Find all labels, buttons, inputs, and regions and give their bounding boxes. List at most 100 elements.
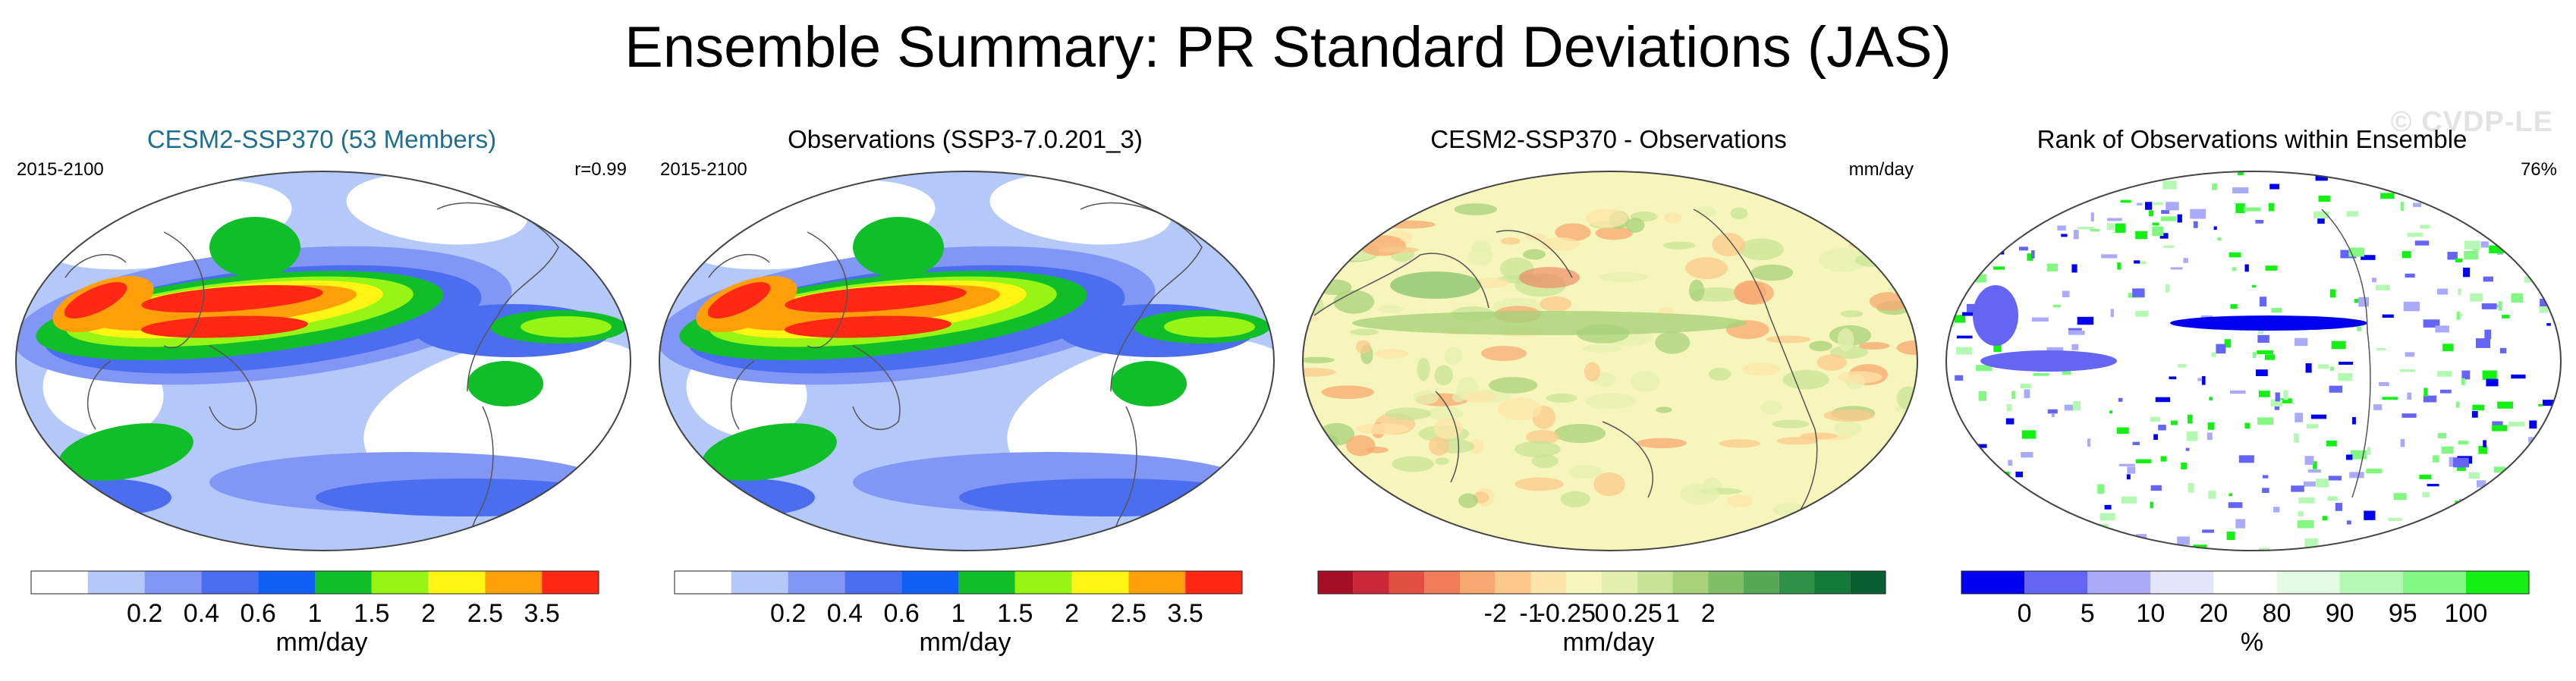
colorbar-segment <box>31 571 88 594</box>
colorbar-tick-label: 1.5 <box>354 599 390 628</box>
colorbar-segment <box>2213 571 2277 594</box>
panel-title: CESM2-SSP370 (53 Members) <box>146 125 497 153</box>
colorbar-segment <box>1850 571 1886 594</box>
colorbar-segment <box>87 571 145 594</box>
colorbar-segment <box>1530 571 1567 594</box>
colorbar-tick-label: 1 <box>1665 599 1680 628</box>
colorbar-segment <box>201 571 259 594</box>
colorbar-segment <box>2150 571 2214 594</box>
colorbar-segment <box>1014 571 1072 594</box>
figure-title: Ensemble Summary: PR Standard Deviations… <box>624 15 1952 80</box>
map-diff <box>1302 171 1918 551</box>
panel-title: CESM2-SSP370 - Observations <box>1430 125 1787 153</box>
colorbar-tick-label: 1.5 <box>997 599 1033 628</box>
colorbar-segment <box>2276 571 2340 594</box>
colorbar-tick-label: 0.2 <box>769 599 807 628</box>
map-panel-1: CESM2-SSP370 (53 Members) 2015-2100 r=0.99… <box>0 114 643 681</box>
colorbar-tick-label: 20 <box>2199 599 2228 628</box>
colorbar-tick-label: 0.6 <box>883 599 920 628</box>
colorbar-tick-label: 2 <box>421 599 436 628</box>
colorbar-tick-label: -1 <box>1519 599 1543 628</box>
panel-title: Rank of Observations within Ensemble <box>2037 125 2467 153</box>
watermark: © CVDP-LE <box>2390 106 2553 138</box>
colorbar-tick-label: 2 <box>1065 599 1080 628</box>
colorbar-segment <box>901 571 958 594</box>
colorbar-tick-label: 1 <box>307 599 322 628</box>
colorbar-segment <box>371 571 429 594</box>
colorbar-segment <box>1353 571 1389 594</box>
colorbar-segment <box>1672 571 1709 594</box>
colorbar-tick-label: 95 <box>2388 599 2417 628</box>
colorbar-segment <box>1185 571 1242 594</box>
colorbar-segment <box>1602 571 1637 594</box>
stat-label: r=0.99 <box>574 159 627 180</box>
colorbar-tick-label: 2 <box>1700 599 1716 628</box>
colorbar-segment <box>731 571 788 594</box>
colorbar-segment <box>1814 571 1851 594</box>
colorbar-units: mm/day <box>1562 628 1655 657</box>
colorbar-tick-label: -2 <box>1483 599 1507 628</box>
colorbar-segment <box>1744 571 1779 594</box>
colorbar-tick-label: 5 <box>2080 599 2095 628</box>
map-precip <box>659 171 1275 551</box>
colorbar-segment <box>845 571 902 594</box>
colorbar-segment <box>258 571 315 594</box>
colorbar-tick-label: 100 <box>2444 599 2488 628</box>
colorbar-segment <box>1128 571 1186 594</box>
colorbar <box>30 570 599 595</box>
period-label: 2015-2100 <box>660 159 747 180</box>
colorbar-tick-label: 2.5 <box>467 599 504 628</box>
colorbar-units: % <box>2240 628 2264 657</box>
colorbar-segment <box>2339 571 2403 594</box>
colorbar-tick-label: 0.25 <box>1612 599 1662 628</box>
map-rank <box>1945 171 2562 551</box>
colorbar-segment <box>1318 571 1354 594</box>
colorbar-segment <box>675 571 731 594</box>
stat-label: mm/day <box>1848 159 1914 180</box>
colorbar-segment <box>2024 571 2088 594</box>
colorbar-segment <box>1637 571 1673 594</box>
colorbar-segment <box>428 571 486 594</box>
colorbar-segment <box>1424 571 1460 594</box>
colorbar-tick-label: 3.5 <box>1167 599 1203 628</box>
colorbar-tick-label: 0 <box>2017 599 2032 628</box>
colorbar-segment <box>1566 571 1602 594</box>
colorbar-tick-label: 0.4 <box>826 599 863 628</box>
colorbar-segment <box>958 571 1015 594</box>
stat-label: 76% <box>2520 159 2557 180</box>
map-panel-3: CESM2-SSP370 - Observations mm/day -2 -1 -0.… <box>1287 114 1930 681</box>
period-label: 2015-2100 <box>17 159 104 180</box>
colorbar-segment <box>1495 571 1531 594</box>
colorbar-tick-label: 0.4 <box>183 599 220 628</box>
colorbar <box>1317 570 1886 595</box>
colorbar-segment <box>1071 571 1129 594</box>
colorbar-segment <box>144 571 202 594</box>
colorbar <box>1961 570 2530 595</box>
colorbar-segment <box>788 571 845 594</box>
colorbar-segment <box>542 571 599 594</box>
colorbar-units: mm/day <box>275 628 368 657</box>
colorbar-tick-label: 0.6 <box>240 599 276 628</box>
colorbar-segment <box>1961 571 2025 594</box>
colorbar-tick-label: 90 <box>2325 599 2354 628</box>
colorbar-tick-label: 80 <box>2262 599 2291 628</box>
map-panel-2: Observations (SSP3-7.0.201_3) 2015-2100 0.… <box>643 114 1287 681</box>
colorbar-tick-label: -0.25 <box>1536 599 1596 628</box>
map-precip <box>15 171 631 551</box>
colorbar-segment <box>315 571 372 594</box>
map-panel-4: Rank of Observations within Ensemble 76% 0… <box>1930 114 2574 681</box>
colorbar-segment <box>2465 571 2529 594</box>
colorbar-segment <box>1779 571 1815 594</box>
panel-title: Observations (SSP3-7.0.201_3) <box>788 125 1143 153</box>
colorbar-tick-label: 0.2 <box>126 599 163 628</box>
colorbar-segment <box>1460 571 1496 594</box>
colorbar-tick-label: 10 <box>2136 599 2166 628</box>
colorbar-segment <box>2087 571 2151 594</box>
colorbar-segment <box>1389 571 1425 594</box>
colorbar-tick-label: 1 <box>951 599 966 628</box>
colorbar-segment <box>2402 571 2466 594</box>
colorbar <box>674 570 1243 595</box>
colorbar-segment <box>1708 571 1744 594</box>
colorbar-segment <box>485 571 543 594</box>
colorbar-tick-label: 3.5 <box>524 599 560 628</box>
